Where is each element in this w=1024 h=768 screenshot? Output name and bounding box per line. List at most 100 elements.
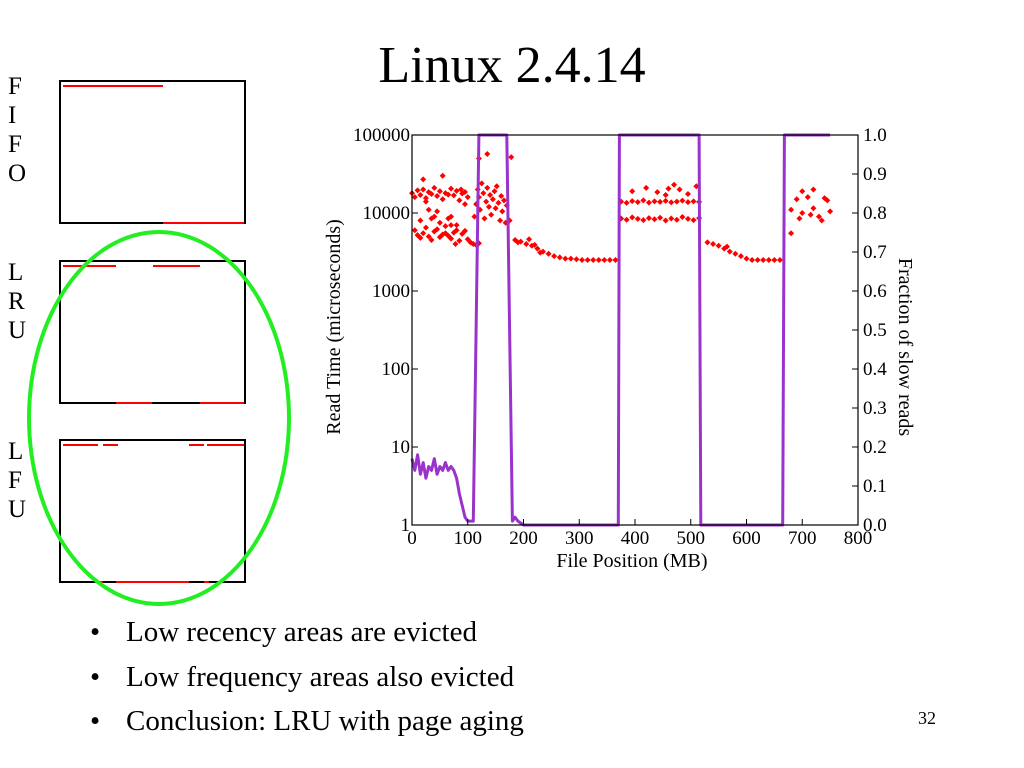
read-time-point	[417, 217, 424, 224]
x-tick-label: 600	[732, 528, 761, 549]
read-time-point	[654, 189, 661, 196]
label-letter: F	[8, 131, 22, 158]
read-time-point	[556, 254, 563, 261]
x-tick-label: 200	[509, 528, 538, 549]
read-time-point	[417, 234, 424, 241]
read-time-point	[573, 256, 580, 263]
read-time-point	[665, 185, 672, 192]
read-time-point	[640, 217, 647, 224]
bullet-item: Low frequency areas also evicted	[90, 655, 524, 700]
read-time-point	[425, 233, 432, 240]
read-time-point	[737, 253, 744, 260]
read-time-point	[643, 184, 650, 191]
read-time-point	[645, 199, 652, 206]
read-time-point	[487, 192, 494, 199]
read-time-point	[732, 250, 739, 257]
read-time-point	[749, 256, 756, 263]
read-time-point	[788, 206, 795, 213]
read-time-point	[485, 203, 492, 210]
read-time-point	[458, 186, 465, 193]
read-time-point	[824, 197, 831, 204]
read-time-point	[442, 190, 449, 197]
read-time-point	[420, 230, 427, 237]
read-time-point	[445, 215, 452, 222]
read-time-point	[495, 199, 502, 206]
read-time-point	[425, 189, 432, 196]
read-time-point	[531, 241, 538, 248]
bullet-item: Conclusion: LRU with page aging	[90, 699, 524, 744]
y2-tick-label: 0.3	[863, 398, 887, 419]
read-time-point	[512, 237, 519, 244]
fifo-label: F I F O	[8, 72, 38, 188]
read-time-point	[623, 216, 630, 223]
read-time-point	[484, 184, 491, 191]
read-time-point	[448, 213, 455, 220]
read-time-point	[428, 215, 435, 222]
y2-tick-label: 0.4	[863, 359, 887, 380]
y-tick-label: 10000	[363, 203, 411, 224]
slide-number: 32	[918, 708, 936, 728]
read-time-point	[445, 191, 452, 198]
label-letter: F	[8, 73, 22, 100]
read-time-point	[726, 248, 733, 255]
read-time-point	[431, 184, 438, 191]
y2-tick-label: 0.2	[863, 437, 887, 458]
label-letter: L	[8, 438, 24, 465]
read-time-point	[453, 187, 460, 194]
read-time-point	[439, 196, 446, 203]
read-time-point	[710, 241, 717, 248]
read-time-point	[422, 224, 429, 231]
read-time-point	[810, 186, 817, 193]
fraction-slow-reads-line	[410, 133, 831, 527]
read-time-point	[436, 219, 443, 226]
read-time-point	[467, 239, 474, 246]
y-tick-label: 100	[382, 359, 411, 380]
read-time-point	[434, 208, 441, 215]
label-letter: F	[8, 467, 22, 494]
read-time-point	[662, 217, 669, 224]
read-time-point	[796, 215, 803, 222]
y-tick-label: 1000	[372, 281, 410, 302]
cached-region-segment	[163, 222, 244, 225]
read-time-point	[483, 198, 490, 205]
read-time-point	[434, 193, 441, 200]
read-time-point	[422, 195, 429, 202]
read-time-point	[810, 205, 817, 212]
read-time-point	[425, 206, 432, 213]
read-time-point	[629, 188, 636, 195]
read-time-point	[645, 215, 652, 222]
read-time-point	[723, 243, 730, 250]
read-time-point	[704, 239, 711, 246]
label-letter: R	[8, 288, 25, 315]
read-time-point	[676, 186, 683, 193]
read-time-point	[417, 192, 424, 199]
fifo-cache-box	[59, 80, 246, 225]
read-time-point	[595, 256, 602, 263]
y2-tick-label: 0.0	[863, 515, 887, 536]
read-time-point	[508, 154, 515, 161]
read-time-point	[715, 242, 722, 249]
x-tick-label: 300	[565, 528, 594, 549]
y-tick-label: 10	[391, 437, 410, 458]
read-time-point	[422, 198, 429, 205]
read-time-point	[765, 256, 772, 263]
y2-tick-label: 0.7	[863, 242, 887, 263]
y2-tick-label: 0.1	[863, 476, 887, 497]
read-time-point	[684, 191, 691, 198]
read-time-point	[523, 241, 530, 248]
y2-tick-label: 0.8	[863, 203, 887, 224]
read-time-point	[804, 194, 811, 201]
x-tick-label: 800	[844, 528, 873, 549]
read-time-point	[481, 215, 488, 222]
read-time-point	[684, 215, 691, 222]
read-time-point	[601, 256, 608, 263]
slide-title: Linux 2.4.14	[378, 37, 646, 94]
read-time-point	[562, 255, 569, 262]
x-tick-label: 100	[454, 528, 483, 549]
read-time-point	[420, 186, 427, 193]
read-time-point	[500, 197, 507, 204]
read-time-point	[480, 190, 487, 197]
label-letter: L	[8, 259, 24, 286]
read-time-point	[640, 197, 647, 204]
read-time-point	[671, 181, 678, 188]
